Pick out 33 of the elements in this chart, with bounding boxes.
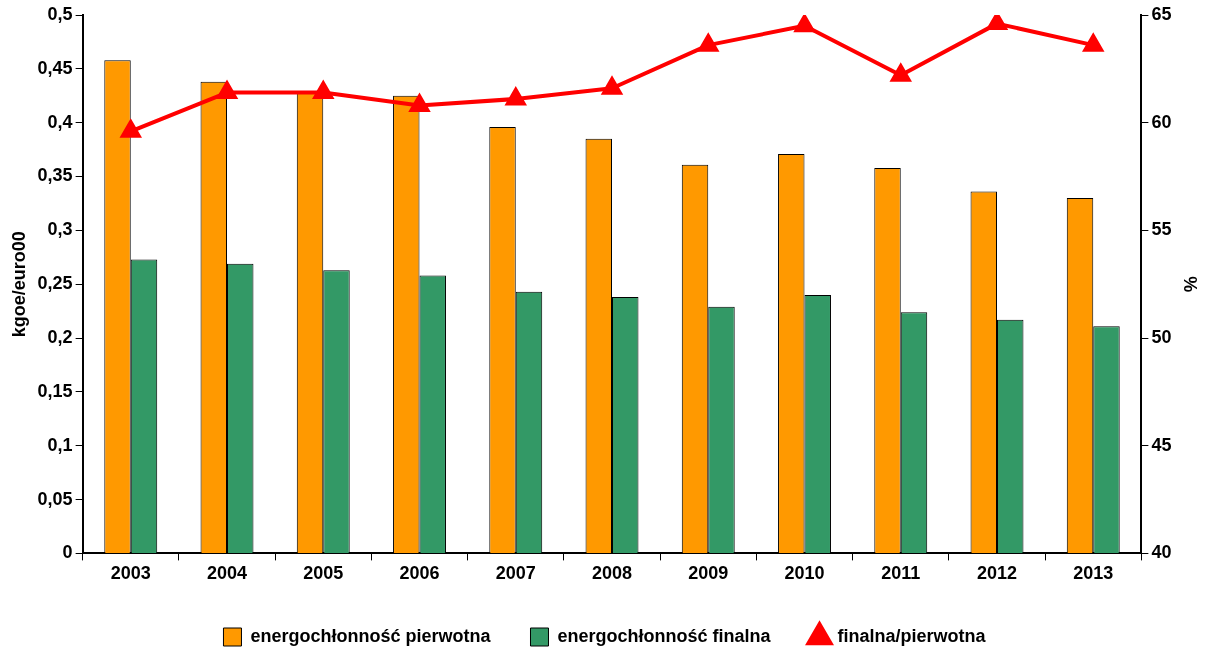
legend-label: energochłonność pierwotna xyxy=(250,625,492,646)
y2-axis-title: % xyxy=(1180,276,1201,293)
y-tick-label: 0 xyxy=(62,542,73,563)
y2-tick-label: 65 xyxy=(1151,3,1172,24)
y-tick-label: 0,1 xyxy=(47,434,73,455)
x-tick-label: 2003 xyxy=(110,563,151,584)
y-tick-label: 0,25 xyxy=(37,273,73,294)
y-tick-label: 0,45 xyxy=(37,57,73,78)
y-tick-label: 0,4 xyxy=(47,111,73,132)
legend-label: energochłonność finalna xyxy=(557,625,772,646)
y-tick-label: 0,15 xyxy=(37,380,73,401)
y2-tick-label: 55 xyxy=(1151,219,1172,240)
x-tick-label: 2011 xyxy=(881,563,921,584)
y-tick-label: 0,5 xyxy=(47,3,73,24)
y2-tick-label: 40 xyxy=(1151,542,1172,563)
y-tick-label: 0,05 xyxy=(37,488,73,509)
y-tick-label: 0,3 xyxy=(47,219,73,240)
legend-label: finalna/pierwotna xyxy=(837,625,987,646)
y2-tick-label: 60 xyxy=(1151,111,1172,132)
x-tick-label: 2008 xyxy=(591,563,633,584)
y2-tick-label: 50 xyxy=(1151,327,1172,348)
x-tick-label: 2013 xyxy=(1073,563,1114,584)
y-tick-label: 0,2 xyxy=(47,327,73,348)
x-tick-label: 2012 xyxy=(976,563,1018,584)
x-tick-label: 2005 xyxy=(303,563,344,584)
y-axis-title: kgoe/euro00 xyxy=(8,231,29,338)
x-tick-label: 2007 xyxy=(495,563,536,584)
y2-tick-label: 45 xyxy=(1151,434,1172,455)
y-tick-label: 0,35 xyxy=(37,165,73,186)
x-tick-label: 2010 xyxy=(784,563,825,584)
x-tick-label: 2006 xyxy=(399,563,440,584)
x-tick-label: 2009 xyxy=(688,563,729,584)
x-tick-label: 2004 xyxy=(206,563,248,584)
